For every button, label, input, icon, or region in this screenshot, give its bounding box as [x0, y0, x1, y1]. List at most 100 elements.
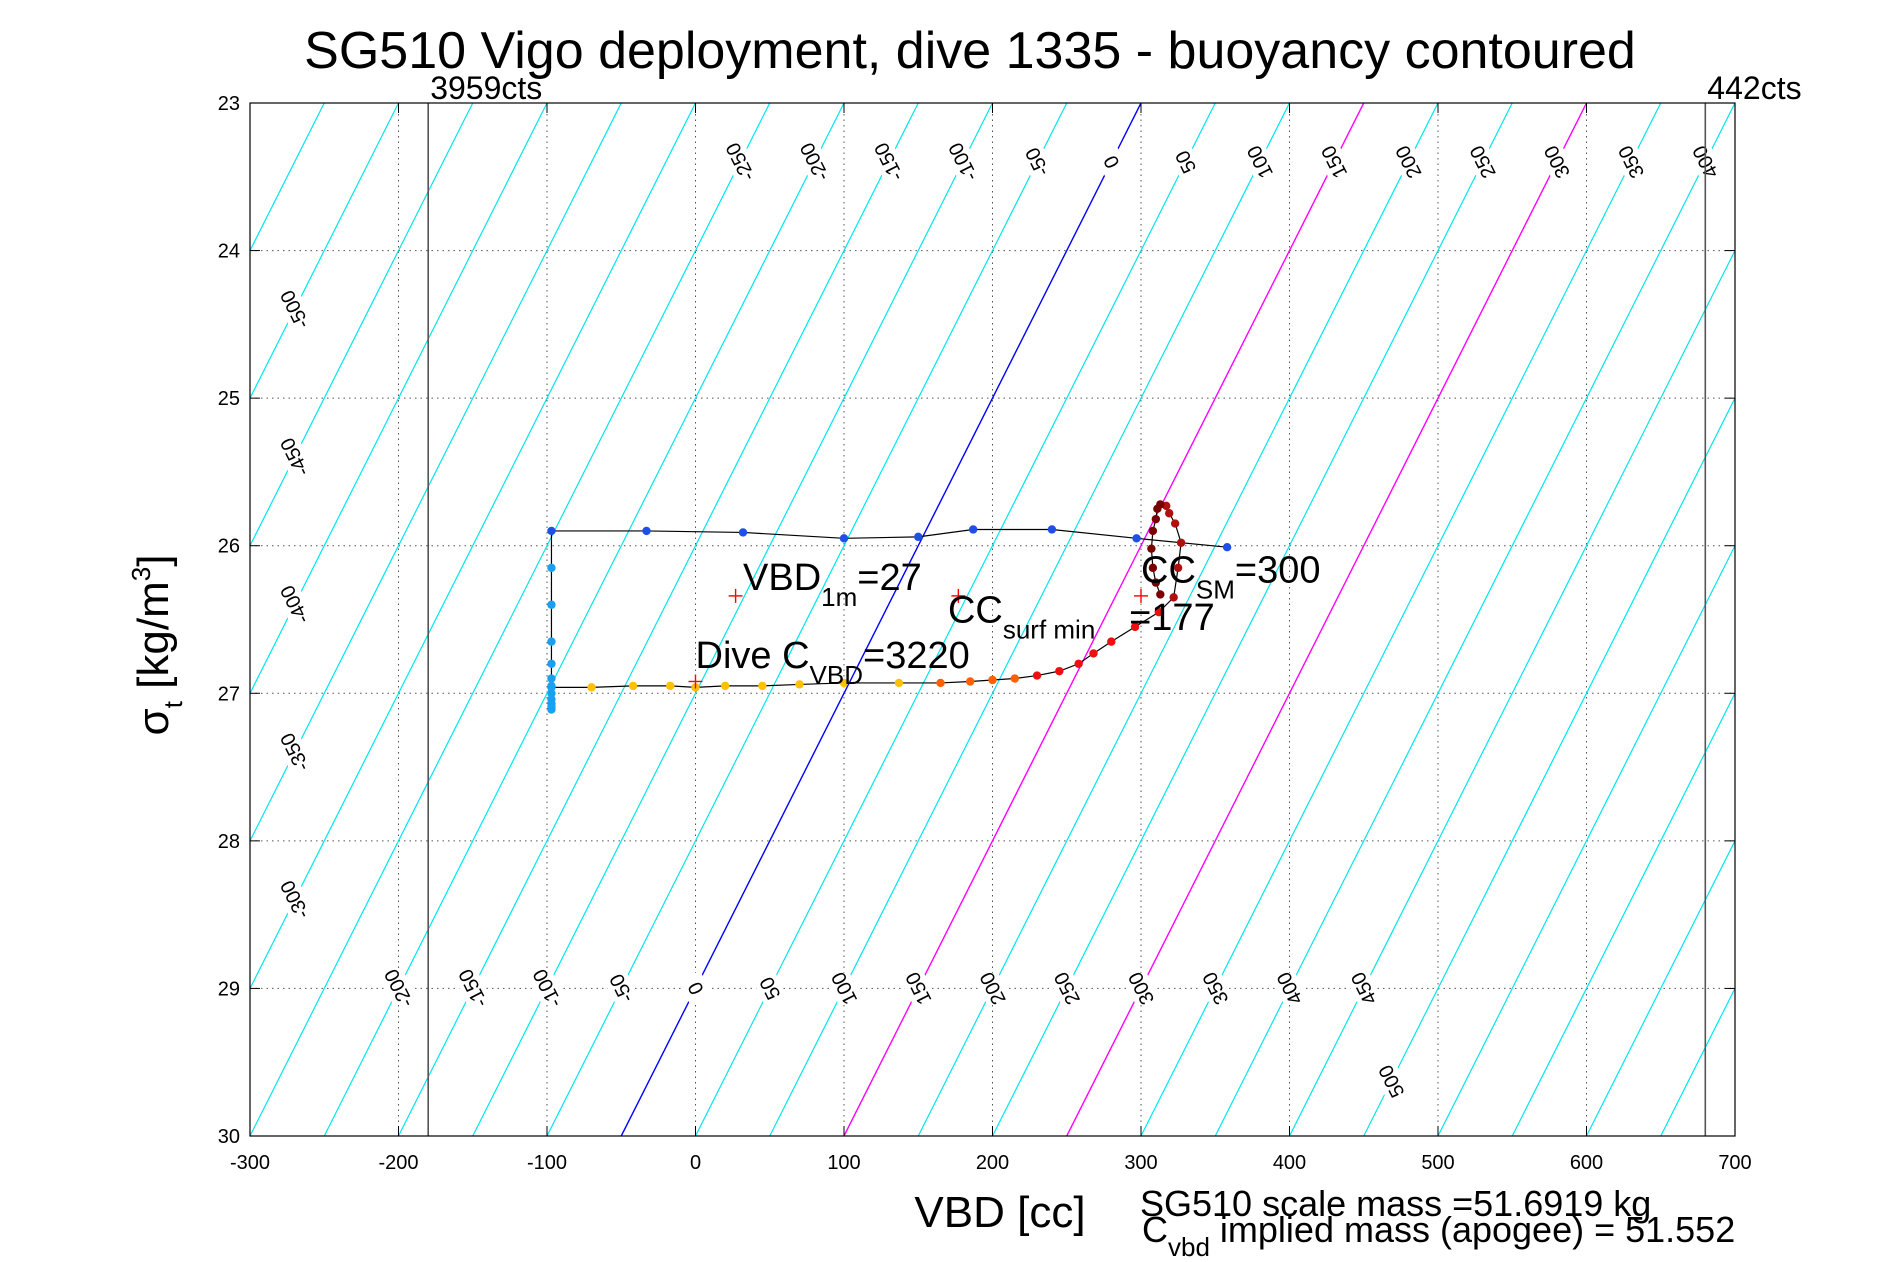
contour-label: -50 — [1022, 144, 1055, 180]
contour-label-background — [1346, 970, 1381, 1007]
contour-label: 200 — [1392, 142, 1427, 182]
dive-point — [1130, 622, 1140, 632]
dive-point — [758, 681, 767, 691]
plot-area: -500-450-400-350-300-250 -200 -150 -100 -50 0… — [218, 70, 1802, 1174]
buoyancy-contour-line — [1734, 1134, 1735, 1136]
contour-label: -500 — [277, 286, 315, 332]
buoyancy-contour-line — [250, 103, 474, 548]
x-tick-label: -300 — [230, 1152, 270, 1174]
x-tick-label: 600 — [1570, 1152, 1603, 1174]
x-tick-label: 200 — [976, 1152, 1009, 1174]
dive-point — [894, 678, 904, 688]
dive-point — [547, 526, 556, 536]
y-tick-label: 25 — [218, 388, 240, 410]
buoyancy-contour-line — [843, 103, 1365, 1136]
contour-label: 450 — [1347, 968, 1382, 1008]
contour-label-background — [797, 144, 832, 180]
buoyancy-contour-line — [397, 103, 919, 1136]
y-axis-title-close: ] — [129, 555, 178, 567]
dive-point — [738, 528, 748, 537]
contour-label-background — [1198, 970, 1233, 1007]
contour-label: 350 — [1615, 142, 1650, 182]
buoyancy-contour-line — [769, 103, 1291, 1136]
contour-label-background — [678, 970, 713, 1007]
contour-label-background — [1614, 144, 1649, 180]
annotation-tail: =177 — [1129, 597, 1215, 639]
contour-label-background — [381, 970, 416, 1007]
implied-mass-text: Cvbd implied mass (apogee) = 51.552 — [1142, 1209, 1735, 1262]
y-tick-label: 29 — [218, 978, 240, 1000]
y-axis-title: σt [kg/m3] — [126, 555, 188, 736]
dive-point — [547, 674, 556, 683]
contour-label: 250 — [1466, 142, 1501, 182]
buoyancy-contour-line — [546, 103, 1068, 1136]
dive-point — [1148, 526, 1158, 536]
annotation-main: Dive C — [696, 635, 810, 677]
contour-label-background — [455, 970, 490, 1007]
contour-label: -100 — [529, 965, 567, 1011]
x-tick-label: 700 — [1718, 1152, 1751, 1174]
buoyancy-contour-line — [620, 103, 1142, 1136]
dive-point — [1153, 504, 1162, 514]
annotation-main: CC — [1141, 550, 1196, 592]
dive-point — [1107, 637, 1116, 646]
contour-label: -250 — [722, 139, 760, 185]
dive-point — [1147, 544, 1156, 553]
implied-mass-subscript: vbd — [1168, 1232, 1210, 1262]
buoyancy-contour-line — [1288, 249, 1735, 1136]
dive-point — [1176, 538, 1186, 547]
buoyancy-contour-line — [250, 103, 697, 990]
buoyancy-contour-line — [1363, 396, 1735, 1136]
dive-point — [1047, 525, 1057, 534]
vbd-limit-label: 442cts — [1707, 70, 1801, 106]
dive-point — [1032, 671, 1042, 680]
contour-label: 200 — [976, 968, 1011, 1008]
dive-point — [839, 534, 849, 543]
contour-label: -200 — [796, 139, 834, 185]
contour-label-background — [1391, 144, 1426, 180]
contour-label: -200 — [381, 965, 419, 1011]
contour-label-background — [1465, 144, 1500, 180]
buoyancy-contour-line — [1660, 987, 1735, 1136]
y-axis-title-units: [kg/m — [129, 581, 178, 701]
contour-label-background — [1374, 1063, 1409, 1100]
y-tick-label: 30 — [218, 1126, 240, 1148]
dive-point — [1010, 674, 1019, 683]
annotation-main: VBD — [743, 557, 821, 599]
dive-point — [1148, 563, 1158, 573]
annotation-main: CC — [948, 589, 1003, 631]
scale-mass-text: SG510 scale mass =51.6919 kg — [1140, 1183, 1651, 1224]
contour-label-background — [1020, 144, 1055, 180]
dive-point — [666, 681, 675, 691]
dive-point — [1055, 666, 1064, 676]
contour-label: 300 — [1125, 968, 1160, 1008]
y-tick-label: 23 — [218, 93, 240, 115]
dive-point — [1151, 578, 1161, 587]
annotation-label: Dive CVBD=3220 — [696, 635, 970, 690]
x-axis-title: VBD [cc] — [914, 1188, 1085, 1237]
annotation-label: CCsurf min — [948, 589, 1095, 644]
buoyancy-contour-line — [250, 103, 400, 400]
dive-point — [1222, 542, 1232, 552]
annotation-label: =177 — [1129, 597, 1215, 639]
x-tick-label: 300 — [1124, 1152, 1157, 1174]
buoyancy-contour-line — [917, 103, 1439, 1136]
dive-point — [547, 659, 556, 668]
buoyancy-contour-line — [250, 103, 548, 695]
dive-point — [547, 637, 556, 646]
buoyancy-contour-line — [250, 103, 771, 1136]
dive-point — [547, 563, 556, 573]
x-tick-label: 100 — [827, 1152, 860, 1174]
contour-label-background — [604, 970, 639, 1007]
dive-point — [936, 678, 945, 688]
contour-label-background — [826, 970, 862, 1007]
contour-label: 100 — [1243, 142, 1278, 182]
annotation-subscript: 1m — [821, 582, 857, 612]
dive-point — [642, 526, 651, 536]
contour-label-background — [277, 881, 312, 918]
contour-label: 500 — [1375, 1061, 1410, 1101]
buoyancy-contour-line — [694, 103, 1216, 1136]
contour-label: 150 — [902, 968, 937, 1008]
dive-point — [1154, 607, 1164, 617]
